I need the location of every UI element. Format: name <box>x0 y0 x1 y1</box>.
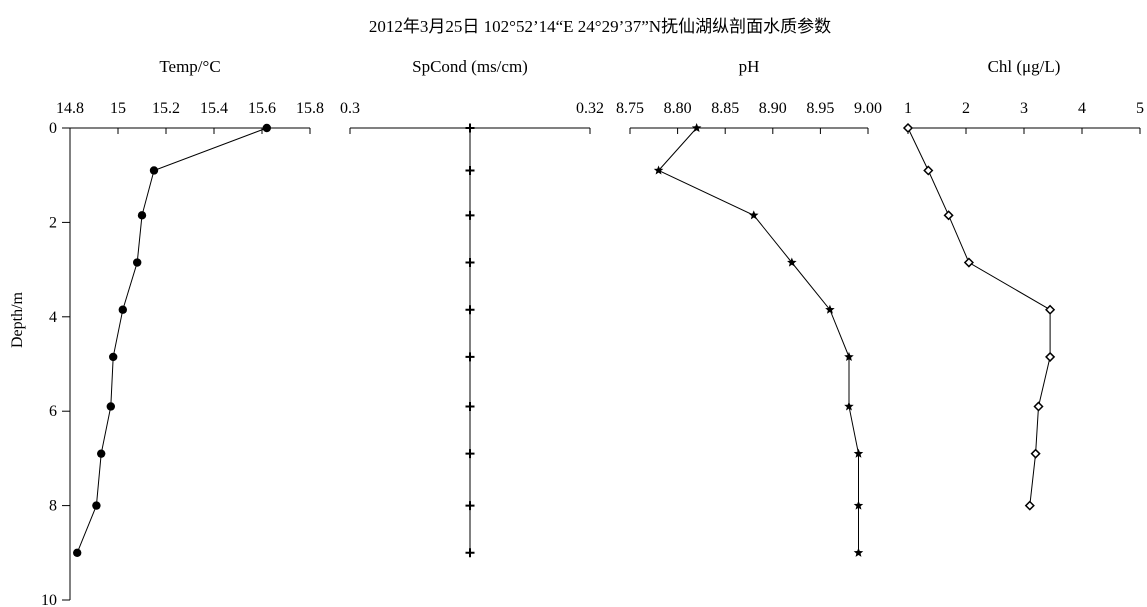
diamond-marker-4-4 <box>1045 304 1056 315</box>
circle-marker-1-2 <box>137 211 147 220</box>
circle-marker-1-1 <box>149 166 159 175</box>
x-tick-label-1-0: 14.8 <box>56 100 84 117</box>
x-tick-label-4-4: 5 <box>1136 100 1144 117</box>
plus-marker-2-1 <box>465 165 475 175</box>
star-marker-3-5 <box>844 351 854 361</box>
y-tick-label-4: 8 <box>49 498 57 515</box>
panel-1: Temp/°C 14.8 15 15.2 15.4 15.6 15.8 <box>56 57 324 557</box>
star-marker-3-3 <box>787 257 797 267</box>
diamond-marker-4-8 <box>1024 500 1035 511</box>
x-tick-label-4-0: 1 <box>904 100 912 117</box>
circle-marker-1-7 <box>97 449 106 458</box>
diamond-marker-4-1 <box>923 165 934 176</box>
x-tick-label-3-2: 8.85 <box>711 100 739 117</box>
panel-title-1: Temp/°C <box>159 57 220 76</box>
diamond-marker-4-2 <box>943 210 954 221</box>
diamond-marker-4-3 <box>963 257 974 268</box>
circle-marker-1-8 <box>92 501 101 510</box>
plus-marker-2-0 <box>465 123 475 133</box>
plus-marker-2-4 <box>465 305 475 315</box>
y-tick-label-3: 6 <box>49 403 57 420</box>
diamond-marker-4-5 <box>1045 351 1056 362</box>
x-tick-label-3-3: 8.90 <box>759 100 787 117</box>
panel-title-2: SpCond (ms/cm) <box>412 57 528 76</box>
x-tick-label-4-1: 2 <box>962 100 970 117</box>
circle-marker-1-5 <box>109 352 118 362</box>
y-tick-label-1: 2 <box>49 214 57 231</box>
circle-marker-1-9 <box>73 548 82 557</box>
y-axis: 0 2 4 6 8 10 <box>41 120 71 607</box>
chart-title: 2012年3月25日 102°52’14“E 24°29’37”N抚仙湖纵剖面水… <box>369 17 831 36</box>
panel-title-4: Chl (μg/L) <box>988 57 1061 76</box>
x-tick-label-1-4: 15.6 <box>248 100 276 117</box>
plus-marker-2-3 <box>465 258 475 268</box>
star-marker-3-9 <box>853 547 864 557</box>
panel-4: Chl (μg/L) 1 2 3 4 5 <box>902 57 1144 511</box>
diamond-marker-4-0 <box>902 122 914 134</box>
plus-marker-2-5 <box>465 352 475 362</box>
x-tick-label-4-3: 4 <box>1078 100 1086 117</box>
x-tick-label-3-0: 8.75 <box>616 100 644 117</box>
x-tick-label-1-2: 15.2 <box>152 100 180 117</box>
x-tick-label-2-1: 0.32 <box>576 100 604 117</box>
x-tick-label-1-5: 15.8 <box>296 100 324 117</box>
plus-marker-2-7 <box>465 449 475 459</box>
x-tick-label-4-2: 3 <box>1020 100 1028 117</box>
circle-marker-1-6 <box>106 402 116 411</box>
diamond-marker-4-7 <box>1030 448 1041 459</box>
panel-title-3: pH <box>739 57 760 76</box>
plus-marker-2-8 <box>465 501 475 511</box>
x-tick-label-1-1: 15 <box>110 100 126 117</box>
star-marker-3-7 <box>853 448 864 458</box>
plus-marker-2-6 <box>465 401 475 411</box>
star-marker-3-6 <box>844 401 854 411</box>
series-line-4 <box>907 127 1051 506</box>
plus-marker-2-2 <box>465 210 475 220</box>
x-tick-label-3-5: 9.00 <box>854 100 882 117</box>
circle-marker-1-3 <box>133 258 142 267</box>
series-line-1 <box>76 127 267 553</box>
star-marker-3-2 <box>749 210 759 220</box>
x-tick-label-2-0: 0.3 <box>340 100 360 117</box>
x-tick-label-1-3: 15.4 <box>200 100 228 117</box>
plus-marker-2-9 <box>465 548 475 558</box>
star-marker-3-4 <box>825 304 835 314</box>
star-marker-3-8 <box>853 500 864 510</box>
x-tick-label-3-4: 8.95 <box>806 100 834 117</box>
series-line-3 <box>657 127 859 553</box>
circle-marker-1-4 <box>118 305 128 314</box>
y-tick-label-0: 0 <box>49 120 57 137</box>
y-tick-label-5: 10 <box>41 592 57 607</box>
diamond-marker-4-6 <box>1033 401 1044 412</box>
y-tick-label-2: 4 <box>49 309 57 326</box>
star-marker-3-1 <box>653 165 664 175</box>
circle-marker-1-0 <box>262 123 271 133</box>
x-tick-label-3-1: 8.80 <box>664 100 692 117</box>
star-marker-3-0 <box>691 123 702 133</box>
y-axis-label: Depth/m <box>9 291 26 348</box>
panel-3: pH 8.75 8.80 8.85 8.90 8.95 9.00 <box>616 57 882 557</box>
panel-2: SpCond (ms/cm) 0.3 0.32 <box>340 57 604 558</box>
